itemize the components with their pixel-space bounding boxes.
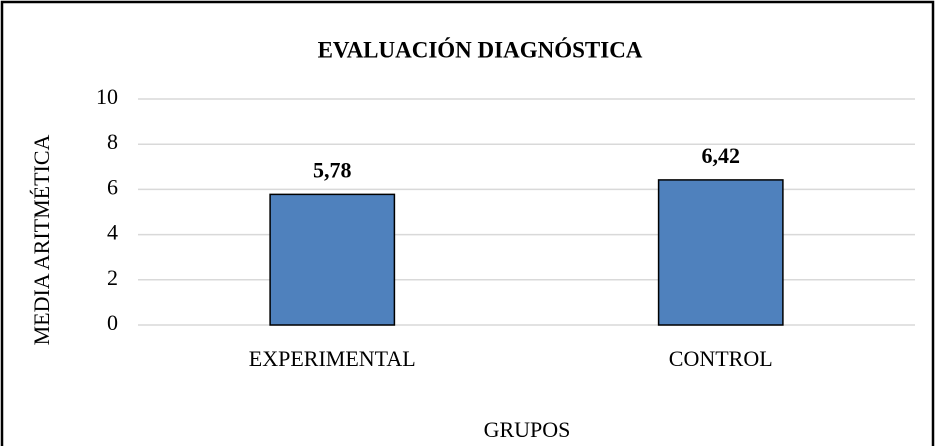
y-tick-label: 10 — [96, 84, 118, 109]
data-label: 5,78 — [313, 157, 352, 182]
x-axis-title: GRUPOS — [484, 417, 571, 442]
y-tick-label: 2 — [107, 265, 118, 290]
x-tick-label: EXPERIMENTAL — [249, 346, 416, 371]
bar — [657, 179, 784, 326]
bar — [269, 193, 396, 326]
y-tick-label: 6 — [107, 174, 118, 199]
y-tick-label: 0 — [107, 310, 118, 335]
y-tick-label: 8 — [107, 129, 118, 154]
y-tick-label: 4 — [107, 220, 118, 245]
x-tick-label: CONTROL — [669, 346, 773, 371]
chart-title: EVALUACIÓN DIAGNÓSTICA — [318, 36, 643, 62]
y-axis-title: MEDIA ARITMÉTICA — [29, 134, 54, 345]
data-label: 6,42 — [702, 143, 741, 168]
